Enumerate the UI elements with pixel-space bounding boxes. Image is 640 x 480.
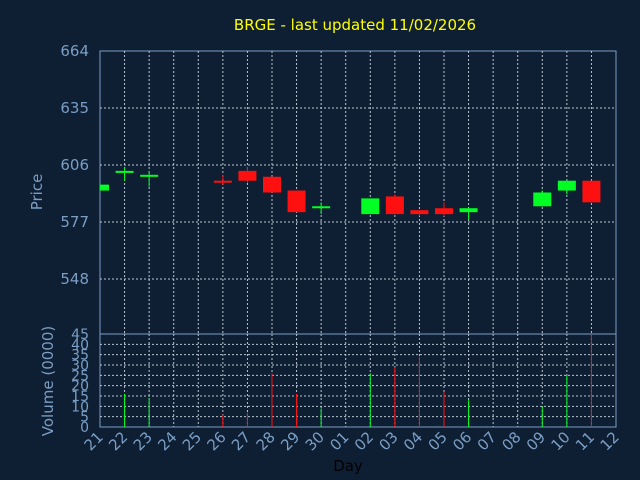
- volume-tick-label: 15: [71, 389, 89, 405]
- volume-tick-label: 0: [80, 420, 89, 436]
- candle-body: [435, 208, 453, 215]
- price-tick-label: 664: [60, 42, 89, 60]
- candle-body: [582, 180, 601, 203]
- volume-tick-label: 10: [71, 399, 89, 415]
- volume-tick-label: 20: [71, 379, 89, 395]
- candle-body: [557, 180, 576, 191]
- candle: [99, 184, 109, 191]
- candle: [533, 190, 552, 207]
- candle-body: [361, 198, 380, 215]
- candle: [582, 180, 601, 203]
- price-tick-label: 577: [60, 213, 89, 231]
- volume-tick-label: 45: [71, 327, 89, 343]
- volume-axis-label: Volume (0000): [39, 326, 57, 436]
- candle: [238, 166, 257, 183]
- volume-tick-label: 5: [80, 410, 89, 426]
- candle-body: [410, 210, 429, 215]
- volume-tick-label: 30: [71, 358, 89, 374]
- candles: [99, 166, 601, 221]
- price-tick-labels: 548 577 606 635 664: [60, 42, 89, 288]
- candle: [312, 202, 331, 215]
- price-axis-label: Price: [28, 174, 46, 211]
- candle-body: [312, 206, 331, 209]
- candle-body: [140, 174, 159, 177]
- candle: [557, 180, 576, 195]
- candle: [115, 166, 134, 181]
- candle-body: [263, 176, 281, 193]
- candle: [213, 174, 232, 185]
- price-grid: [100, 51, 616, 334]
- candle-body: [100, 184, 109, 191]
- candle: [435, 202, 453, 217]
- candle-body: [213, 180, 232, 183]
- volume-tick-label: 25: [71, 368, 89, 384]
- candle: [263, 176, 281, 193]
- candle: [459, 208, 478, 221]
- candle: [287, 190, 306, 213]
- candle: [140, 170, 159, 187]
- candle-body: [287, 190, 306, 213]
- price-panel: 548 577 606 635 664 Price: [28, 42, 617, 335]
- candle: [361, 198, 380, 215]
- price-tick-label: 635: [60, 99, 89, 117]
- volume-plot-frame: [99, 333, 617, 428]
- x-axis-label: Day: [333, 457, 363, 475]
- volume-tick-label: 40: [71, 337, 89, 353]
- candle-body: [385, 196, 404, 215]
- chart-title: BRGE - last updated 11/02/2026: [234, 16, 476, 34]
- volume-bars: [124, 334, 592, 427]
- volume-tick-label: 35: [71, 348, 89, 364]
- candle: [410, 210, 429, 217]
- candle-body: [533, 192, 552, 207]
- price-tick-label: 548: [60, 270, 89, 288]
- candle-body: [238, 170, 257, 181]
- candle-body: [459, 208, 478, 213]
- price-tick-label: 606: [60, 156, 89, 174]
- candle-body: [115, 170, 134, 173]
- candle: [385, 194, 404, 215]
